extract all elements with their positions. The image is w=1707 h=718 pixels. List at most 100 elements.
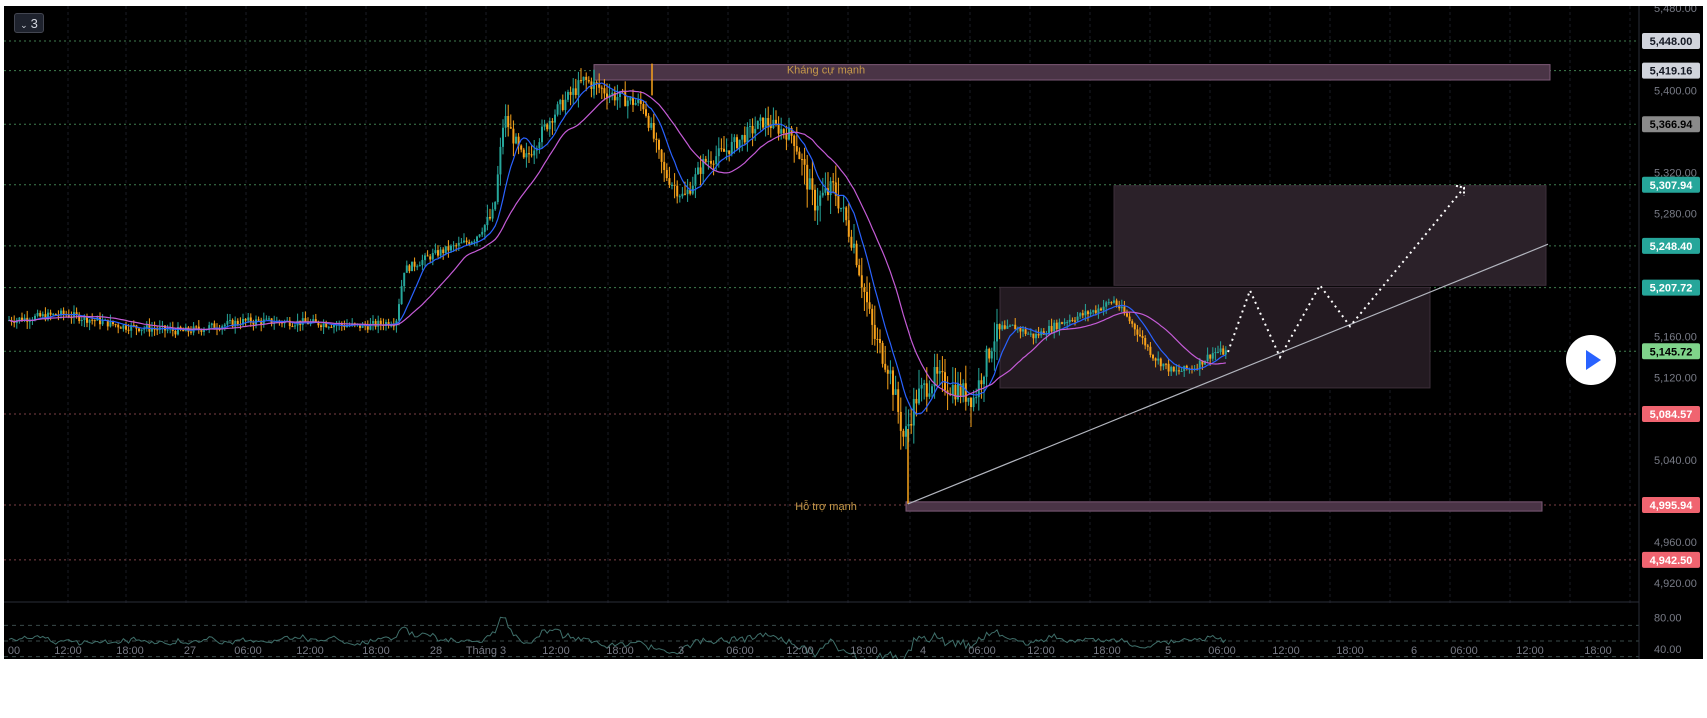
candle-body bbox=[122, 325, 125, 329]
candle-body bbox=[587, 79, 590, 82]
x-tick-label: 28 bbox=[430, 645, 442, 657]
candle-body bbox=[41, 314, 44, 317]
candle-body bbox=[871, 308, 874, 325]
candle-body bbox=[762, 117, 764, 128]
price-level-tag-bg bbox=[1642, 62, 1700, 79]
oscillator-pane bbox=[4, 616, 1639, 659]
candle-body bbox=[86, 316, 88, 323]
candle-body bbox=[213, 323, 216, 329]
candle-body bbox=[75, 312, 78, 315]
time-axis[interactable]: 00 12:00 18:00 27 06:00 12:00 18:00 28 Tháng 3 12… bbox=[4, 645, 1639, 659]
candle-body bbox=[1094, 310, 1097, 313]
candle-body bbox=[44, 314, 47, 320]
candle-body bbox=[231, 319, 234, 327]
candle-body bbox=[54, 313, 57, 316]
candle-body bbox=[892, 370, 894, 395]
candle-body bbox=[143, 328, 146, 330]
trend-line[interactable] bbox=[907, 243, 1549, 505]
x-tick-label: 12:00 bbox=[1272, 645, 1300, 657]
candle-body bbox=[736, 137, 738, 149]
y-tick-label: 5,160.00 bbox=[1654, 332, 1697, 344]
candle-body bbox=[652, 123, 655, 139]
candle-body bbox=[1167, 363, 1170, 372]
candle-body bbox=[21, 317, 23, 321]
candle-body bbox=[938, 371, 941, 374]
candle-body bbox=[1011, 324, 1014, 326]
candle-body bbox=[1024, 329, 1027, 334]
candle-body bbox=[686, 189, 689, 195]
candle-body bbox=[434, 250, 437, 253]
candle-body bbox=[790, 128, 793, 136]
candle-body bbox=[1097, 308, 1100, 313]
price-level-tag-bg bbox=[1642, 343, 1700, 360]
candle-body bbox=[476, 236, 478, 242]
price-level-tag: 5,248.40 bbox=[1642, 237, 1700, 254]
price-chart[interactable]: Kháng cự mạnh Hỗ trợ mạnh 5,480.00 5,400.00… bbox=[4, 6, 1703, 659]
candle-body bbox=[990, 351, 993, 359]
candle-body bbox=[244, 318, 247, 321]
candle-body bbox=[28, 320, 31, 322]
candle-body bbox=[876, 338, 879, 340]
candle-body bbox=[837, 195, 840, 209]
candle-body bbox=[751, 125, 754, 134]
x-tick-label: 12:00 bbox=[1516, 645, 1544, 657]
candle-body bbox=[1084, 311, 1087, 316]
candle-body bbox=[1081, 313, 1084, 316]
candle-body bbox=[788, 128, 790, 140]
candle-body bbox=[759, 117, 762, 121]
candle-body bbox=[426, 255, 429, 257]
candle-body bbox=[931, 386, 933, 394]
candle-body bbox=[678, 196, 681, 198]
candle-body bbox=[1066, 321, 1069, 323]
candle-body bbox=[814, 189, 816, 211]
candle-body bbox=[520, 145, 523, 150]
candle-body bbox=[611, 92, 614, 95]
candle-body bbox=[504, 116, 507, 128]
candle-body bbox=[1170, 366, 1173, 372]
candle-body bbox=[873, 324, 876, 339]
candle-body bbox=[1165, 363, 1167, 365]
projection-arrow-icon bbox=[1455, 184, 1465, 196]
candle-body bbox=[1063, 322, 1066, 324]
candle-body bbox=[655, 138, 658, 141]
price-axis[interactable]: 5,480.00 5,400.00 5,320.00 5,280.00 5,160.00… bbox=[1638, 6, 1703, 659]
candle-body bbox=[684, 193, 686, 195]
candle-body bbox=[944, 372, 946, 391]
candle-body bbox=[681, 193, 684, 197]
y-tick-label: 5,120.00 bbox=[1654, 373, 1697, 385]
candle-body bbox=[975, 397, 978, 399]
candle-body bbox=[707, 160, 710, 162]
candle-body bbox=[1006, 325, 1009, 329]
price-level-tag: 4,995.94 bbox=[1642, 497, 1700, 513]
candle-body bbox=[551, 121, 554, 123]
candle-body bbox=[1136, 329, 1139, 335]
candle-body bbox=[606, 93, 608, 98]
candle-body bbox=[1152, 354, 1154, 359]
candle-body bbox=[1144, 337, 1147, 346]
projection-path[interactable] bbox=[1227, 187, 1465, 360]
price-level-tag: 5,207.72 bbox=[1642, 279, 1700, 296]
candle-body bbox=[743, 135, 746, 143]
candle-body bbox=[23, 317, 26, 321]
candle-body bbox=[39, 312, 42, 317]
candle-body bbox=[1092, 310, 1095, 313]
replay-play-button[interactable] bbox=[1566, 335, 1616, 385]
candle-body bbox=[632, 97, 634, 105]
price-level-tag: 5,307.94 bbox=[1642, 176, 1700, 193]
candle-body bbox=[1027, 333, 1030, 335]
x-tick-label: 18:00 bbox=[850, 645, 878, 657]
collapse-button[interactable]: ⌄ 3 bbox=[14, 13, 44, 33]
candle-body bbox=[603, 88, 606, 94]
candle-body bbox=[673, 184, 676, 186]
candle-body bbox=[899, 411, 902, 431]
candle-body bbox=[291, 326, 294, 328]
candle-body bbox=[1120, 306, 1123, 309]
candle-body bbox=[821, 192, 824, 196]
candle-body bbox=[455, 245, 458, 247]
price-level-tag-bg bbox=[1642, 237, 1700, 254]
candle-body bbox=[473, 241, 476, 243]
candle-body bbox=[754, 128, 757, 134]
candle-body bbox=[801, 159, 803, 161]
candle-body bbox=[359, 323, 361, 328]
candle-body bbox=[1204, 360, 1206, 365]
